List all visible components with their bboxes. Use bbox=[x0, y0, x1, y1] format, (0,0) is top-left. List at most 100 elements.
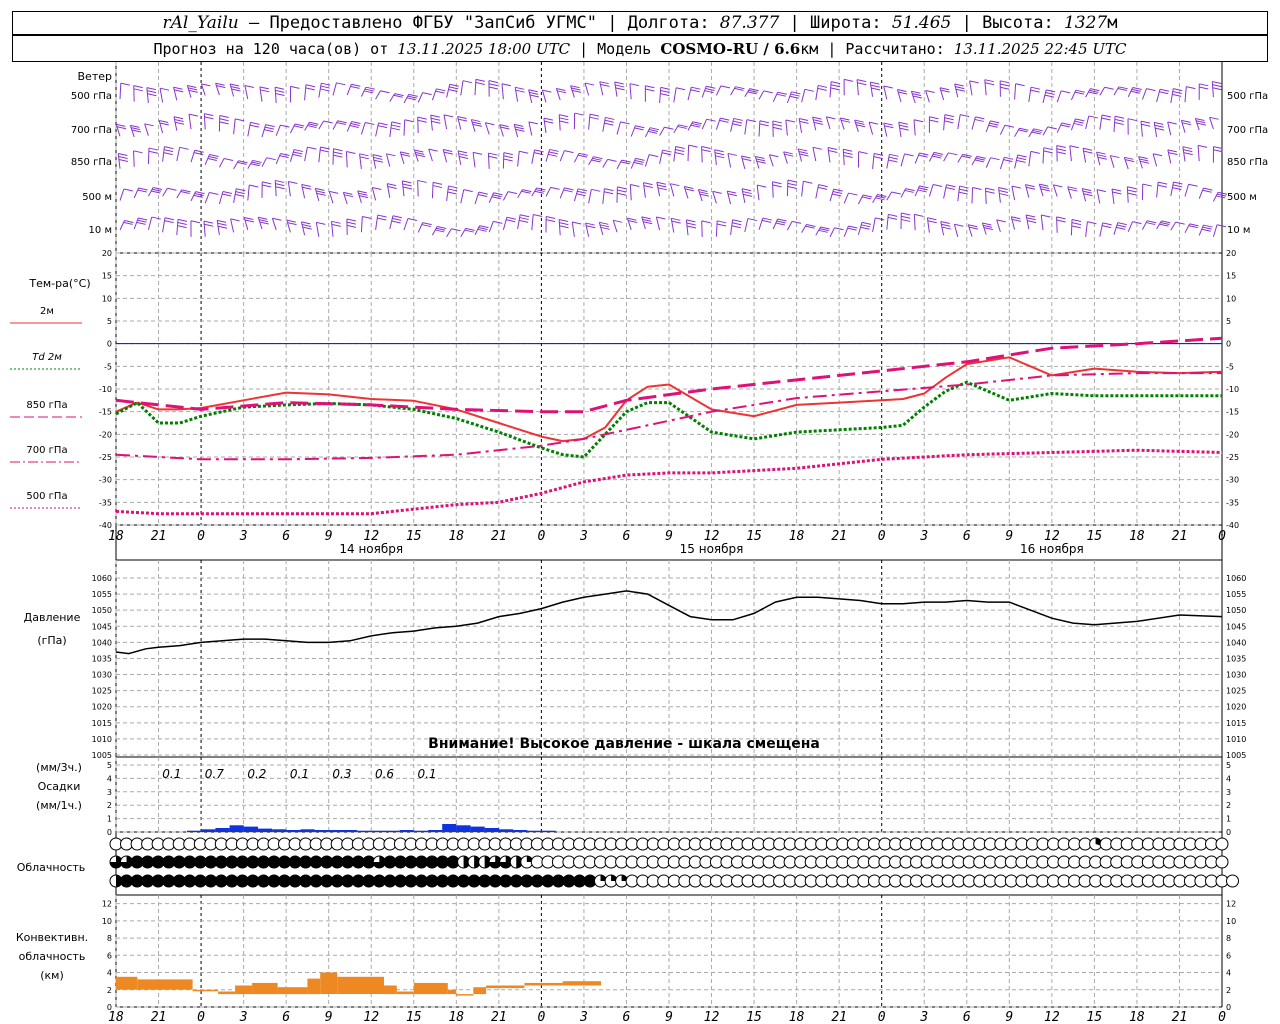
wind-barb bbox=[744, 218, 749, 233]
cloud-cover-fill bbox=[584, 875, 596, 887]
wind-barb bbox=[786, 221, 793, 231]
cloud-cover-fill bbox=[352, 875, 365, 887]
wind-barb-flag bbox=[593, 156, 603, 160]
wind-barb bbox=[173, 87, 178, 101]
wind-barb bbox=[431, 88, 437, 101]
pres-ytick-left: 1060 bbox=[92, 574, 112, 583]
wind-barb-flag bbox=[628, 219, 638, 223]
wind-barb-flag bbox=[1167, 149, 1177, 153]
wind-barb-flag bbox=[465, 227, 475, 231]
wind-barb-flag bbox=[676, 87, 686, 91]
wind-barb-flag bbox=[603, 191, 614, 195]
wind-barb bbox=[144, 123, 149, 136]
wind-barb-flag bbox=[759, 123, 769, 127]
precip-title-1h: (мм/1ч.) bbox=[36, 799, 82, 812]
wind-barb-flag bbox=[407, 218, 418, 222]
wind-barb-flag bbox=[958, 191, 968, 195]
precip-bar bbox=[385, 830, 400, 832]
cloud-cover-fill bbox=[447, 875, 460, 887]
wind-barb bbox=[588, 189, 592, 204]
precip-bar bbox=[243, 826, 258, 832]
wind-barb-flag bbox=[684, 185, 694, 189]
temp-ytick-right: 5 bbox=[1226, 317, 1231, 326]
latitude: 51.465 bbox=[891, 13, 952, 33]
wind-barb bbox=[812, 147, 817, 162]
wind-barb bbox=[304, 147, 308, 162]
cloud-cover-fill bbox=[341, 856, 354, 868]
wind-barb-flag bbox=[564, 150, 574, 154]
wind-barb-flag bbox=[346, 151, 356, 155]
wind-barb-flag bbox=[873, 153, 884, 157]
wind-barb-flag bbox=[1142, 183, 1152, 187]
wind-barb-flag bbox=[772, 184, 782, 188]
wind-barb-flag bbox=[731, 225, 741, 229]
cloud-cover-fill bbox=[373, 875, 386, 887]
wind-barb-flag bbox=[585, 222, 595, 226]
wind-barb bbox=[1014, 154, 1019, 169]
wind-barb-flag bbox=[917, 189, 927, 193]
wind-barb bbox=[257, 217, 263, 230]
pres-unit: (гПа) bbox=[37, 634, 66, 647]
cloud-cover-fill bbox=[484, 856, 491, 868]
wind-barb-flag bbox=[559, 117, 569, 121]
wind-barb-flag bbox=[875, 197, 885, 201]
wind-barb bbox=[342, 192, 348, 205]
wind-barb bbox=[673, 87, 677, 103]
wind-level-label-right: 850 гПа bbox=[1227, 157, 1268, 168]
wind-barb-flag bbox=[365, 86, 376, 90]
wind-barb bbox=[545, 187, 552, 197]
wind-barb bbox=[1170, 88, 1174, 104]
wind-barb bbox=[913, 119, 916, 136]
wind-barb-flag bbox=[329, 190, 339, 194]
wind-barb-flag bbox=[662, 149, 672, 153]
precip-ytick-right: 5 bbox=[1226, 761, 1231, 770]
wind-barb bbox=[117, 153, 121, 169]
wind-barb bbox=[1038, 183, 1044, 197]
wind-barb-flag bbox=[503, 152, 513, 156]
wind-barb-flag bbox=[118, 152, 128, 156]
wind-barb-flag bbox=[1073, 122, 1083, 126]
wind-barb-flag bbox=[891, 191, 901, 195]
wind-barb-flag bbox=[799, 120, 809, 124]
cloud-cover-fill bbox=[499, 875, 512, 887]
wind-barb-flag bbox=[1141, 123, 1151, 127]
wind-barb bbox=[247, 184, 250, 201]
wind-barb bbox=[1212, 224, 1218, 238]
wind-barb-flag bbox=[436, 88, 446, 92]
wind-barb bbox=[642, 182, 646, 198]
wind-barb-flag bbox=[1000, 86, 1010, 90]
temp-ytick-left: -30 bbox=[99, 476, 112, 485]
time-tick-label: 18 bbox=[1129, 529, 1145, 544]
wind-barb-flag bbox=[406, 97, 416, 101]
wind-barb-flag bbox=[1140, 160, 1150, 164]
cloud-cover-fill bbox=[436, 856, 449, 868]
precip-ytick-right: 2 bbox=[1226, 801, 1231, 810]
temp-ytick-left: 20 bbox=[102, 249, 112, 258]
cloud-cover-fill bbox=[278, 875, 291, 887]
wind-barb-flag bbox=[635, 125, 645, 129]
wind-barb bbox=[614, 81, 618, 97]
wind-barb bbox=[229, 83, 235, 97]
wind-barb bbox=[345, 151, 348, 168]
wind-barb-flag bbox=[1172, 90, 1182, 94]
wind-barb-flag bbox=[746, 119, 756, 123]
wind-barb-flag bbox=[457, 150, 468, 154]
wind-barb-flag bbox=[349, 125, 359, 129]
time-tick-label-bottom: 12 bbox=[704, 1010, 720, 1024]
time-tick-label-bottom: 12 bbox=[1044, 1010, 1060, 1024]
time-tick-label-bottom: 0 bbox=[537, 1010, 545, 1024]
wind-barb bbox=[914, 152, 920, 164]
wind-barb bbox=[1099, 222, 1104, 237]
wind-barb-flag bbox=[346, 218, 356, 222]
wind-barb-flag bbox=[998, 187, 1008, 190]
wind-barb-flag bbox=[435, 90, 445, 94]
temp-ytick-left: -5 bbox=[104, 362, 112, 371]
wind-barb-flag bbox=[976, 155, 986, 159]
temp-series-line bbox=[115, 448, 1223, 516]
wind-barb-flag bbox=[515, 86, 525, 90]
wind-barb-flag bbox=[1114, 118, 1124, 122]
wind-barb-flag bbox=[657, 187, 668, 191]
wind-barb-flag bbox=[124, 220, 134, 223]
wind-barb-flag bbox=[207, 158, 217, 162]
wind-barb-flag bbox=[448, 188, 458, 192]
